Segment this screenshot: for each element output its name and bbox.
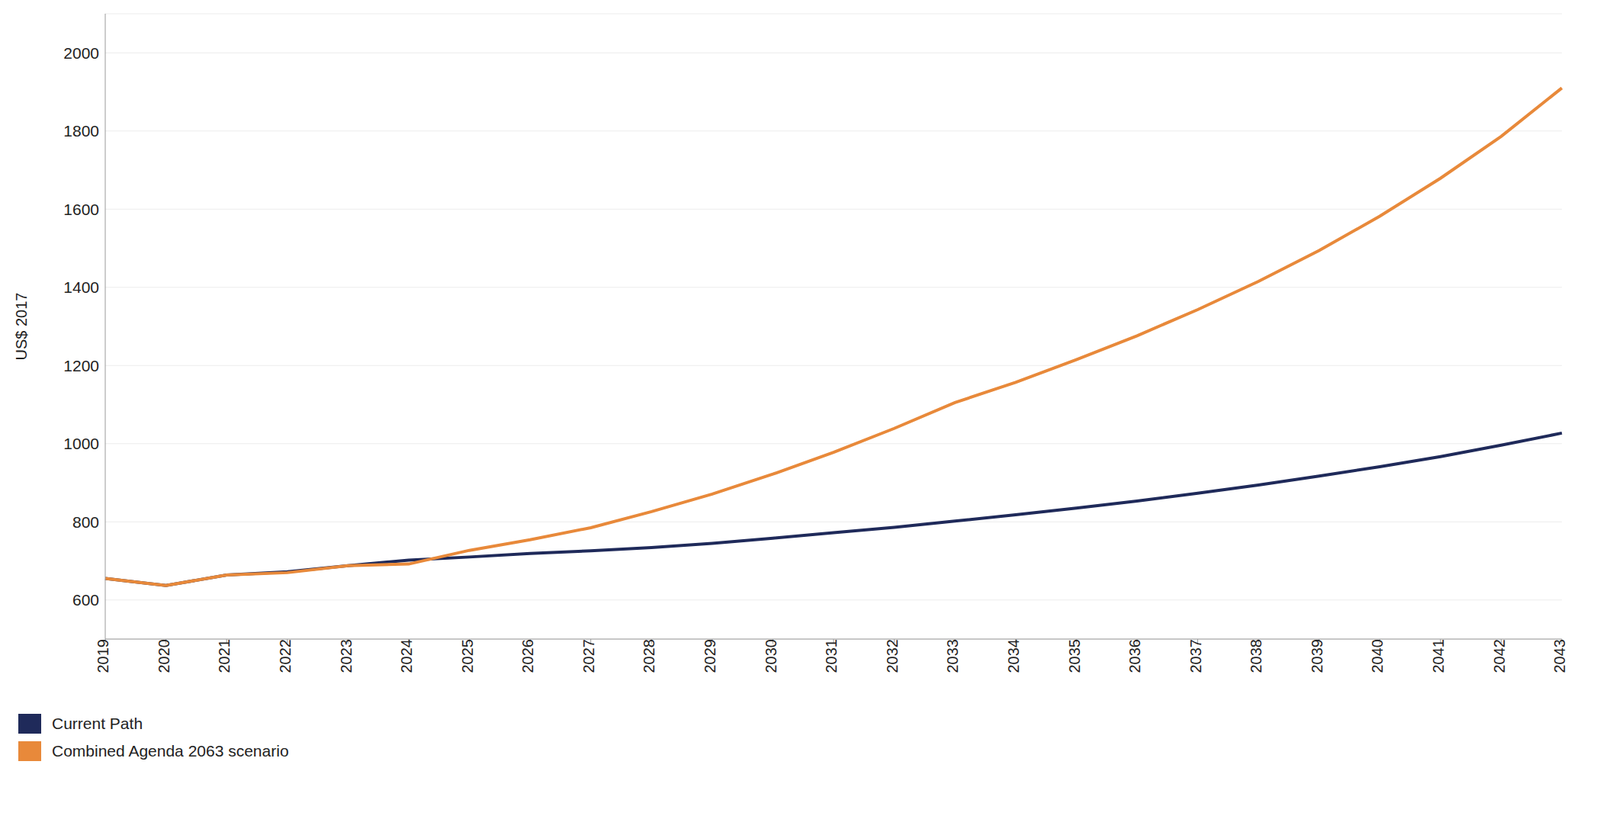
svg-text:2033: 2033: [944, 639, 961, 674]
svg-text:1000: 1000: [63, 434, 100, 453]
svg-text:US$ 2017: US$ 2017: [12, 292, 30, 361]
svg-text:2039: 2039: [1308, 639, 1326, 674]
svg-text:1800: 1800: [63, 122, 100, 140]
svg-text:2021: 2021: [215, 639, 233, 674]
svg-text:600: 600: [72, 591, 100, 609]
svg-text:2031: 2031: [822, 639, 840, 674]
svg-text:2000: 2000: [63, 44, 100, 62]
svg-text:2026: 2026: [519, 639, 537, 674]
svg-text:2027: 2027: [580, 639, 598, 674]
svg-text:2043: 2043: [1551, 639, 1568, 674]
svg-text:2038: 2038: [1247, 639, 1265, 674]
svg-text:1200: 1200: [63, 356, 100, 375]
svg-text:2025: 2025: [459, 639, 476, 674]
svg-text:2042: 2042: [1490, 639, 1508, 674]
svg-text:2034: 2034: [1005, 639, 1022, 674]
svg-text:2023: 2023: [337, 639, 355, 674]
svg-text:2032: 2032: [883, 639, 901, 674]
svg-text:2024: 2024: [398, 639, 415, 674]
svg-text:2029: 2029: [701, 639, 719, 674]
svg-text:2019: 2019: [94, 639, 112, 674]
svg-text:2020: 2020: [155, 639, 173, 674]
svg-text:2036: 2036: [1126, 639, 1144, 674]
svg-text:800: 800: [72, 513, 100, 531]
svg-text:2030: 2030: [762, 639, 780, 674]
svg-text:2022: 2022: [276, 639, 294, 674]
svg-text:2028: 2028: [640, 639, 658, 674]
svg-text:2037: 2037: [1187, 639, 1205, 674]
svg-text:2035: 2035: [1066, 639, 1083, 674]
html-text:Combined Agenda 2063 scenario: Combined Agenda 2063 scenario: [51, 742, 289, 760]
svg-text:1400: 1400: [63, 278, 100, 296]
html-text:Current Path: Current Path: [51, 714, 143, 733]
svg-text:2040: 2040: [1368, 639, 1386, 674]
svg-text:2041: 2041: [1429, 639, 1447, 674]
svg-text:1600: 1600: [63, 200, 100, 219]
